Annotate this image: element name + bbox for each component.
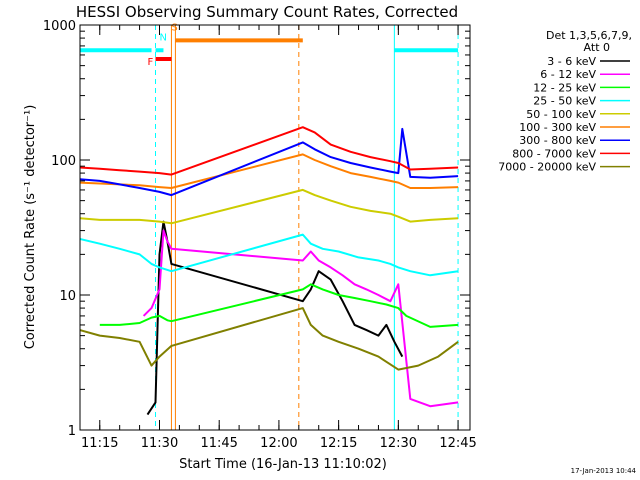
series-line-4 bbox=[80, 233, 459, 277]
series-line-5 bbox=[80, 188, 459, 225]
x-axis-label: Start Time (16-Jan-13 11:10:02) bbox=[179, 457, 387, 472]
series-line-9 bbox=[80, 307, 459, 371]
legend-label-6: 100 - 300 keV bbox=[519, 121, 596, 134]
legend-label-8: 800 - 7000 keV bbox=[512, 147, 596, 160]
plot-frame bbox=[79, 24, 471, 431]
x-tick-label: 11:45 bbox=[200, 436, 237, 451]
y-tick-label: 100 bbox=[51, 154, 76, 169]
y-axis-label: Corrected Count Rate (s⁻¹ detector⁻¹) bbox=[23, 105, 38, 350]
footer-timestamp: 17-Jan-2013 10:44 bbox=[571, 467, 637, 475]
x-tick-label: 12:30 bbox=[380, 436, 417, 451]
x-tick-label: 12:15 bbox=[320, 436, 357, 451]
y-tick-label: 10 bbox=[59, 289, 76, 304]
plot-content bbox=[80, 25, 459, 430]
x-tick-label: 12:45 bbox=[439, 436, 476, 451]
x-tick-label: 11:15 bbox=[81, 436, 118, 451]
state-label-s: S bbox=[171, 22, 177, 33]
x-tick-label: 11:30 bbox=[141, 436, 178, 451]
legend-label-7: 300 - 800 keV bbox=[519, 134, 596, 147]
series-line-6 bbox=[80, 153, 459, 189]
legend-label-9: 7000 - 20000 keV bbox=[498, 161, 596, 174]
series-line-1 bbox=[146, 220, 404, 416]
x-tick-label: 12:00 bbox=[260, 436, 297, 451]
series-line-3 bbox=[99, 283, 459, 328]
legend-label-2: 6 - 12 keV bbox=[540, 68, 596, 81]
chart-title: HESSI Observing Summary Count Rates, Cor… bbox=[76, 3, 458, 21]
legend-label-3: 12 - 25 keV bbox=[533, 81, 596, 94]
series-line-7 bbox=[80, 127, 459, 197]
legend-label-1: 3 - 6 keV bbox=[547, 55, 596, 68]
legend-header-line1: Det 1,3,5,6,7,9, bbox=[546, 29, 632, 42]
legend-header-line2: Att 0 bbox=[584, 41, 610, 54]
y-tick-label: 1 bbox=[68, 424, 76, 439]
state-label-n: N bbox=[160, 32, 167, 43]
state-label-f: F bbox=[148, 57, 154, 68]
y-tick-label: 1000 bbox=[43, 19, 76, 34]
series-line-2 bbox=[142, 229, 459, 408]
series-line-8 bbox=[80, 126, 459, 176]
legend-label-5: 50 - 100 keV bbox=[526, 108, 596, 121]
legend-label-4: 25 - 50 keV bbox=[533, 95, 596, 108]
